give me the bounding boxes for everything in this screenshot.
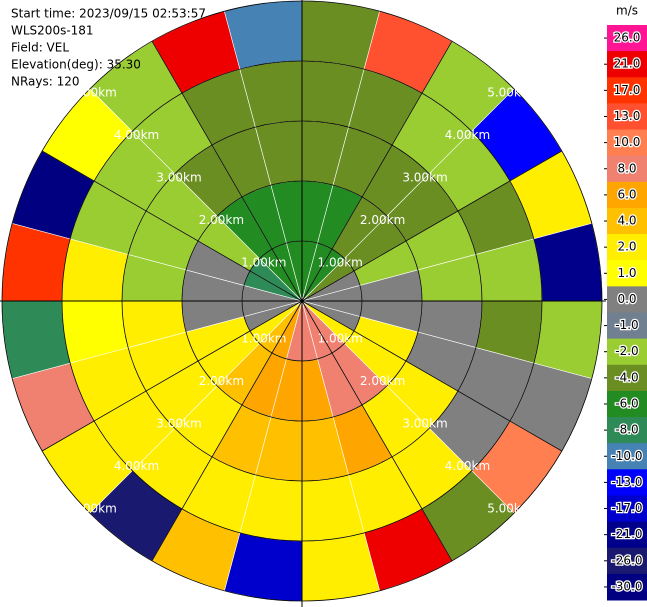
range-label: 4.00km bbox=[114, 128, 159, 142]
colorbar-tick-label: 21.0 bbox=[614, 57, 641, 71]
colorbar-tick-label: -6.0 bbox=[615, 396, 638, 410]
range-label: 1.00km bbox=[241, 332, 286, 346]
colorbar-tick-label: 10.0 bbox=[614, 135, 641, 149]
range-label: 5.00km bbox=[487, 501, 532, 515]
colorbar-bin bbox=[607, 129, 647, 157]
colorbar-bin bbox=[607, 443, 647, 470]
range-label: 3.00km bbox=[402, 417, 447, 431]
annotation: Field: VEL bbox=[11, 41, 69, 55]
colorbar-bin bbox=[607, 390, 647, 418]
colorbar-tick-label: 6.0 bbox=[617, 187, 636, 201]
colorbar-tick-label: -21.0 bbox=[611, 527, 642, 541]
colorbar: m/s 26.0 21.0 17.0 13.0 10.0 8.0 6.0 4.0 2.0 1.0 0.… bbox=[604, 4, 647, 601]
colorbar-tick-label: -17.0 bbox=[611, 501, 642, 515]
colorbar-label: m/s bbox=[616, 4, 638, 18]
annotation: Elevation(deg): 35.30 bbox=[11, 58, 141, 72]
colorbar-bin bbox=[607, 260, 647, 287]
colorbar-tick-label: -1.0 bbox=[615, 318, 638, 332]
colorbar-tick-label: -2.0 bbox=[615, 344, 638, 358]
range-label: 4.00km bbox=[114, 459, 159, 473]
annotation: Start time: 2023/09/15 02:53:57 bbox=[11, 7, 206, 21]
spoke bbox=[301, 300, 563, 452]
colorbar-tick-label: 8.0 bbox=[617, 161, 636, 175]
colorbar-bin bbox=[607, 547, 647, 575]
range-label: 5.00km bbox=[71, 86, 116, 100]
colorbar-tick-label: 1.0 bbox=[617, 266, 636, 280]
colorbar-tick-label: 13.0 bbox=[614, 109, 641, 123]
colorbar-tick-label: -30.0 bbox=[611, 579, 642, 593]
header: Start time: 2023/09/15 02:53:57 WLS200s-1… bbox=[11, 7, 206, 89]
colorbar-bin bbox=[607, 364, 647, 392]
range-label: 1.00km bbox=[318, 332, 363, 346]
colorbar-bin bbox=[607, 521, 647, 549]
colorbar-bin bbox=[607, 469, 647, 496]
spoke bbox=[41, 150, 303, 302]
range-label: 1.00km bbox=[241, 255, 286, 269]
range-label: 3.00km bbox=[156, 170, 201, 184]
colorbar-bin bbox=[607, 25, 647, 52]
colorbar-bin bbox=[607, 573, 647, 601]
colorbar-bin bbox=[607, 312, 647, 340]
range-label: 2.00km bbox=[360, 213, 405, 227]
colorbar-tick-label: 17.0 bbox=[614, 83, 641, 97]
colorbar-bin bbox=[607, 207, 647, 235]
range-label: 2.00km bbox=[199, 213, 244, 227]
range-label: 2.00km bbox=[360, 374, 405, 388]
spoke bbox=[301, 150, 563, 302]
range-label: 1.00km bbox=[318, 255, 363, 269]
colorbar-bin bbox=[607, 495, 647, 523]
annotation: NRays: 120 bbox=[11, 75, 80, 89]
spoke bbox=[301, 40, 453, 302]
overlay: 1.00km 1.00km 1.00km 1.00km 2.00km 2.00km 2.00… bbox=[0, 0, 606, 607]
colorbar-tick-label: 4.0 bbox=[617, 214, 636, 228]
range-label: 3.00km bbox=[156, 417, 201, 431]
colorbar-tick-label: -8.0 bbox=[615, 423, 638, 437]
range-label: 2.00km bbox=[199, 374, 244, 388]
colorbar-bin bbox=[607, 338, 647, 366]
colorbar-bin bbox=[607, 181, 647, 209]
colorbar-tick-label: 26.0 bbox=[614, 31, 641, 45]
colorbar-tick-label: -4.0 bbox=[615, 370, 638, 384]
range-label: 4.00km bbox=[445, 128, 490, 142]
colorbar-bin bbox=[607, 286, 647, 313]
range-label: 4.00km bbox=[445, 459, 490, 473]
spoke bbox=[41, 300, 303, 452]
colorbar-tick-label: 2.0 bbox=[617, 240, 636, 254]
spoke bbox=[301, 300, 453, 562]
colorbar-bin bbox=[607, 51, 647, 78]
colorbar-tick-label: -13.0 bbox=[611, 475, 642, 489]
colorbar-tick-label: -26.0 bbox=[611, 553, 642, 567]
spoke bbox=[151, 300, 303, 562]
range-label: 5.00km bbox=[71, 501, 116, 515]
range-label: 5.00km bbox=[487, 86, 532, 100]
colorbar-bin bbox=[607, 234, 647, 261]
range-label: 3.00km bbox=[402, 170, 447, 184]
colorbar-bin bbox=[607, 77, 647, 104]
annotation: WLS200s-181 bbox=[11, 24, 94, 38]
colorbar-tick-label: 0.0 bbox=[617, 292, 636, 306]
spoke bbox=[151, 40, 303, 302]
colorbar-bin bbox=[607, 103, 647, 131]
colorbar-bin bbox=[607, 155, 647, 183]
colorbar-tick-label: -10.0 bbox=[611, 449, 642, 463]
colorbar-bin bbox=[607, 417, 647, 444]
